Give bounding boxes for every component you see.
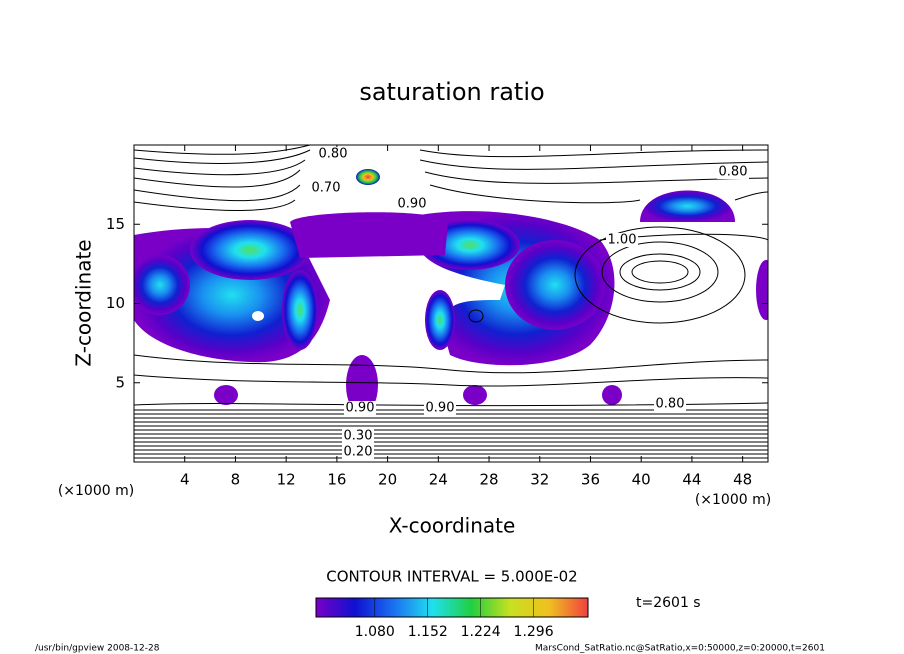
colorbar-tick-label: 1.080 — [355, 624, 395, 640]
contour-label-bg — [396, 197, 428, 211]
y-axis-label: Z-coordinate — [72, 239, 96, 366]
x-tick-label: 28 — [479, 471, 498, 489]
contour-label-bg — [342, 445, 374, 459]
x-tick-label: 32 — [530, 471, 549, 489]
contour-field — [134, 145, 768, 459]
x-tick-label: 48 — [733, 471, 752, 489]
footer-left: /usr/bin/gpview 2008-12-28 — [35, 644, 160, 654]
time-label: t=2601 s — [636, 595, 701, 611]
contour-label: 1.00 — [608, 233, 637, 248]
contour-label: 0.90 — [346, 401, 375, 416]
contour-label-bg — [310, 181, 342, 195]
x-unit: (×1000 m) — [695, 492, 771, 508]
y-tick-label: 5 — [115, 373, 125, 391]
colorbar — [315, 597, 589, 618]
contour-label-bg — [606, 233, 638, 247]
x-tick-label: 8 — [231, 471, 241, 489]
contour-label: 0.30 — [344, 429, 373, 444]
contour-label-bg — [424, 401, 456, 415]
contour-label-bg — [654, 397, 686, 411]
x-tick-label: 16 — [327, 471, 346, 489]
contour-label: 0.90 — [426, 401, 455, 416]
y-tick-label: 10 — [106, 294, 125, 312]
contour-label: 0.70 — [312, 181, 341, 196]
x-tick-label: 4 — [180, 471, 190, 489]
x-tick-label: 12 — [277, 471, 296, 489]
x-tick-label: 20 — [378, 471, 397, 489]
contour-label-bg — [717, 165, 749, 179]
contour-label: 0.80 — [719, 165, 748, 180]
y-unit: (×1000 m) — [58, 483, 134, 499]
x-tick-label: 40 — [632, 471, 651, 489]
y-tick-label: 15 — [106, 215, 125, 233]
colorbar-tick-label: 1.224 — [461, 624, 501, 640]
contour-interval: CONTOUR INTERVAL = 5.000E-02 — [326, 568, 577, 586]
contour-label-bg — [344, 401, 376, 415]
contour-label: 0.90 — [398, 197, 427, 212]
x-axis-label: X-coordinate — [389, 514, 516, 538]
contour-label-bg — [342, 429, 374, 443]
contour-label: 0.20 — [344, 445, 373, 460]
contour-label: 0.80 — [656, 397, 685, 412]
colorbar-tick-label: 1.152 — [408, 624, 448, 640]
x-tick-label: 24 — [429, 471, 448, 489]
contour-label: 0.80 — [319, 147, 348, 162]
colorbar-tick-label: 1.296 — [514, 624, 554, 640]
footer-right: MarsCond_SatRatio.nc@SatRatio,x=0:50000,… — [535, 644, 825, 654]
chart-title: saturation ratio — [359, 78, 544, 106]
x-tick-label: 36 — [581, 471, 600, 489]
contour-label-bg — [317, 147, 349, 161]
x-tick-label: 44 — [682, 471, 701, 489]
